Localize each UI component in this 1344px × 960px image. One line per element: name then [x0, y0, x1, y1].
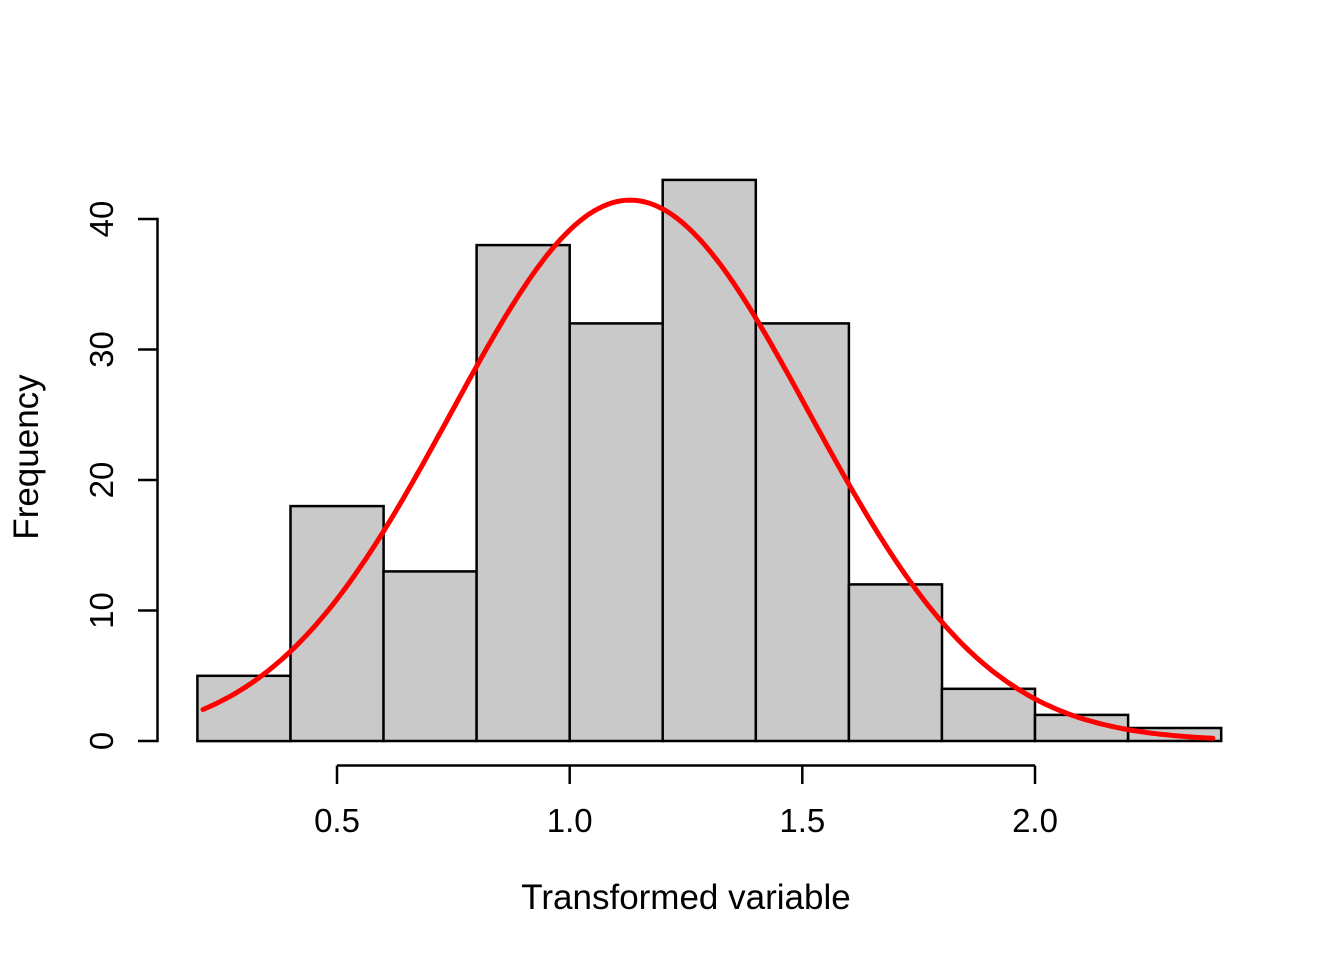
histogram-bar — [475, 243, 571, 743]
histogram-bar — [382, 570, 478, 743]
y-axis-tick-label: 10 — [83, 592, 120, 629]
histogram-bar — [568, 322, 665, 743]
histogram-bar — [940, 687, 1037, 743]
y-axis-tick-label: 40 — [83, 201, 120, 238]
y-axis-tick-label: 0 — [83, 732, 120, 750]
density-curve — [200, 197, 1216, 741]
histogram-bar — [289, 504, 385, 743]
histogram-bar — [661, 178, 758, 743]
bars-layer — [196, 178, 1223, 743]
x-axis-tick-label: 1.0 — [547, 802, 593, 839]
axes-layer: 0.5 1.0 1.5 2.0 0 10 20 30 40 — [83, 201, 1058, 839]
x-axis-tick-label: 2.0 — [1012, 802, 1058, 839]
y-axis-title: Frequency — [7, 374, 46, 540]
y-axis-tick-label: 30 — [83, 331, 120, 368]
curve-layer — [200, 197, 1216, 741]
x-axis-tick-label: 1.5 — [779, 802, 825, 839]
y-axis-tick-label: 20 — [83, 462, 120, 499]
histogram-bar — [754, 322, 851, 743]
histogram-bar — [847, 583, 944, 743]
x-axis-tick-label: 0.5 — [314, 802, 360, 839]
x-axis-title: Transformed variable — [521, 878, 850, 917]
